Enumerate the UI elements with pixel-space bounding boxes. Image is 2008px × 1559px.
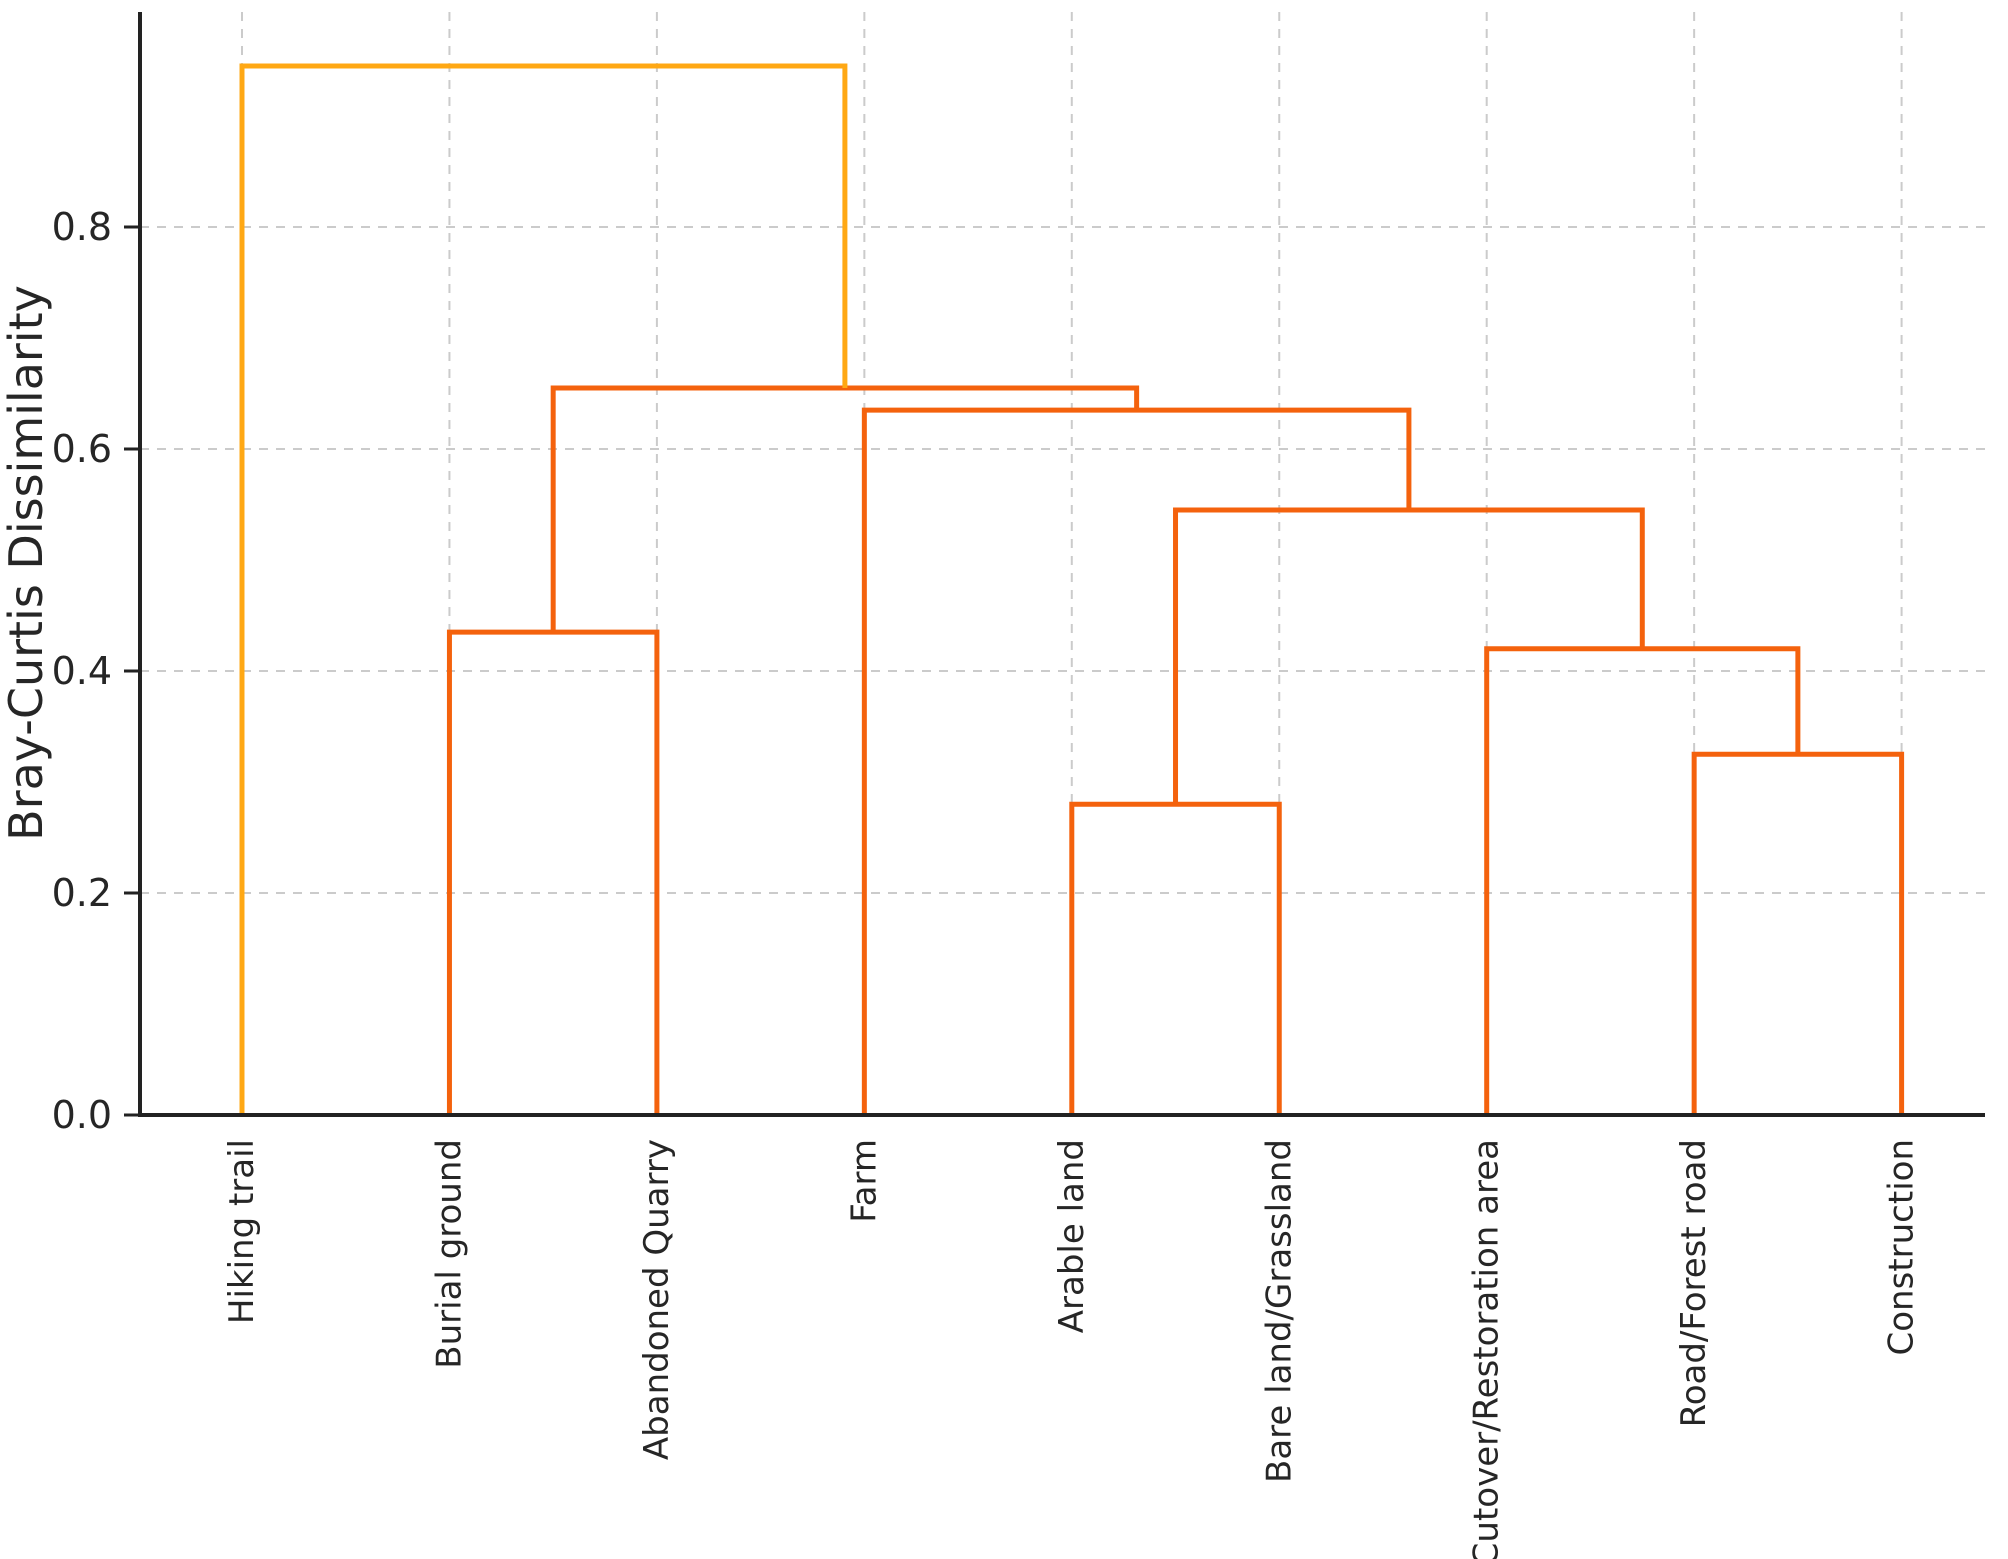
leaf-label-1: Burial ground <box>429 1139 469 1369</box>
y-tick-label: 0.2 <box>52 871 112 915</box>
leaf-label-0: Hiking trail <box>222 1139 262 1324</box>
dendrogram-link-3 <box>446 629 660 1115</box>
y-tick-label: 0.0 <box>52 1093 112 1137</box>
dendrogram-link-2 <box>1484 646 1801 1115</box>
leaf-label-5: Bare land/Grassland <box>1259 1139 1299 1483</box>
leaf-label-4: Arable land <box>1052 1139 1092 1333</box>
axis-layer: 0.0 0.2 0.4 0.6 0.8 Hiking trail Burial ground… <box>52 12 1985 1559</box>
dendrogram-link-7 <box>239 63 848 1115</box>
leaf-label-6: Cutover/Restoration area <box>1467 1139 1507 1559</box>
y-tick-label: 0.6 <box>52 427 112 471</box>
grid-layer <box>140 12 1985 1115</box>
dendrogram-link-1 <box>1691 751 1905 1115</box>
y-tick-label: 0.8 <box>52 205 112 249</box>
leaf-label-7: Road/Forest road <box>1674 1139 1714 1427</box>
dendrogram-links <box>239 63 1905 1115</box>
y-tick-label: 0.4 <box>52 649 112 693</box>
y-axis-label: Bray-Curtis Dissimilarity <box>0 285 53 841</box>
leaf-label-2: Abandoned Quarry <box>637 1139 677 1460</box>
leaf-label-3: Farm <box>844 1139 884 1223</box>
dendrogram-link-4 <box>1173 507 1645 805</box>
dendrogram-link-6 <box>550 385 1140 633</box>
dendrogram-link-5 <box>861 407 1412 1115</box>
dendrogram-link-0 <box>1069 801 1282 1115</box>
leaf-label-8: Construction <box>1882 1139 1922 1355</box>
